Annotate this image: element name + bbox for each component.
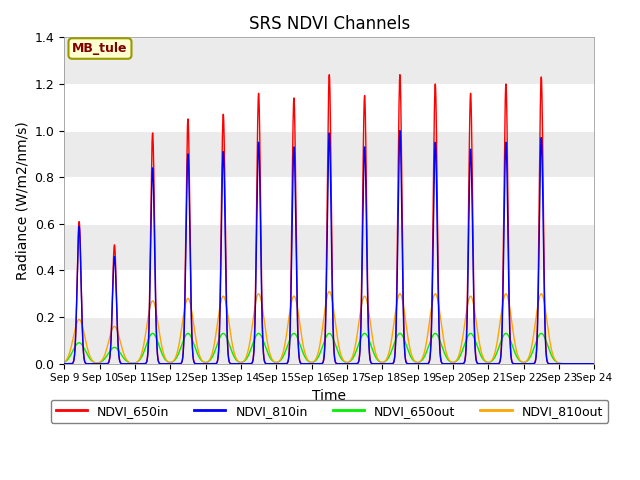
NDVI_650out [184, 331, 192, 336]
Line: NDVI_650out: NDVI_650out [64, 334, 595, 364]
Bar [64, 131, 595, 177]
NDVI_650out [563, 361, 570, 367]
X-axis label: Time: Time [312, 389, 346, 403]
NDVI_650in [591, 361, 598, 367]
NDVI_650in [60, 361, 68, 367]
NDVI_650in [319, 358, 327, 364]
NDVI_810out [591, 361, 598, 367]
NDVI_810in [92, 361, 100, 367]
Line: NDVI_650in: NDVI_650in [64, 75, 595, 364]
NDVI_650out [591, 361, 598, 367]
NDVI_650in [396, 72, 404, 78]
NDVI_810in [396, 128, 404, 133]
NDVI_810in [164, 361, 172, 367]
NDVI_650out [164, 359, 172, 365]
NDVI_810out [319, 318, 327, 324]
NDVI_650out [60, 360, 68, 365]
NDVI_810in [591, 361, 598, 367]
NDVI_650in [63, 361, 70, 367]
Text: MB_tule: MB_tule [72, 42, 128, 55]
NDVI_810out [92, 360, 100, 366]
Bar [64, 37, 595, 84]
NDVI_650in [92, 361, 100, 367]
Legend: NDVI_650in, NDVI_810in, NDVI_650out, NDVI_810out: NDVI_650in, NDVI_810in, NDVI_650out, NDV… [51, 400, 608, 423]
NDVI_650in [164, 361, 172, 367]
NDVI_650out [63, 358, 70, 363]
Bar [64, 177, 595, 224]
NDVI_650out [92, 360, 100, 366]
Bar [64, 270, 595, 317]
NDVI_810out [164, 359, 172, 365]
NDVI_810out [563, 361, 570, 367]
Title: SRS NDVI Channels: SRS NDVI Channels [248, 15, 410, 33]
NDVI_810in [563, 361, 570, 367]
NDVI_650in [563, 361, 570, 367]
NDVI_810in [319, 359, 327, 364]
NDVI_810in [63, 361, 70, 367]
Line: NDVI_810in: NDVI_810in [64, 131, 595, 364]
NDVI_810out [60, 360, 68, 365]
NDVI_810out [325, 288, 333, 294]
Bar [64, 317, 595, 364]
NDVI_650out [319, 341, 327, 347]
Y-axis label: Radiance (W/m2/nm/s): Radiance (W/m2/nm/s) [15, 121, 29, 280]
Bar [64, 224, 595, 270]
NDVI_810in [60, 361, 68, 367]
NDVI_650out [83, 349, 90, 355]
NDVI_810in [83, 360, 90, 366]
NDVI_650in [83, 360, 90, 366]
Bar [64, 84, 595, 131]
NDVI_810out [63, 357, 70, 362]
Line: NDVI_810out: NDVI_810out [64, 291, 595, 364]
NDVI_810out [83, 340, 90, 346]
